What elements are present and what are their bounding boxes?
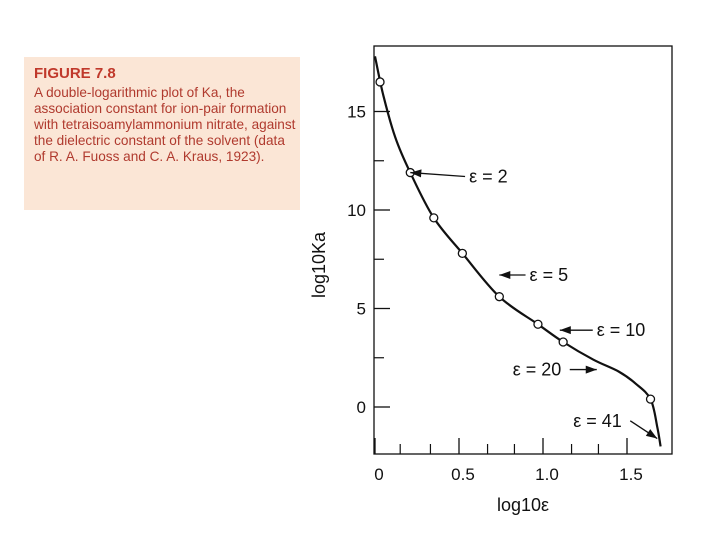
x-tick-label: 0 xyxy=(374,465,383,484)
data-point xyxy=(457,248,468,258)
x-axis-label: log10ε xyxy=(497,495,549,515)
y-axis-label: log10Ka xyxy=(309,231,329,298)
annotation-label: ε = 5 xyxy=(530,265,569,285)
x-tick-label: 0.5 xyxy=(451,465,475,484)
annotation-label: ε = 41 xyxy=(573,411,622,431)
y-tick-label: 15 xyxy=(347,103,366,122)
annotation-label: ε = 20 xyxy=(513,360,562,380)
y-tick-label: 5 xyxy=(357,300,366,319)
figure-caption-box: FIGURE 7.8 A double-logarithmic plot of … xyxy=(24,57,300,210)
data-point xyxy=(558,337,568,347)
data-point xyxy=(494,292,504,302)
annotation-arrowhead xyxy=(410,169,422,178)
annotation-arrowhead xyxy=(585,365,597,374)
data-point xyxy=(645,394,656,404)
annotation-label: ε = 2 xyxy=(469,167,508,187)
data-point xyxy=(533,319,543,329)
figure-caption-title: FIGURE 7.8 xyxy=(34,65,116,82)
y-tick-label: 0 xyxy=(357,398,366,417)
fit-curve xyxy=(373,56,662,447)
y-tick-label: 10 xyxy=(347,201,366,220)
x-tick-label: 1.0 xyxy=(535,465,559,484)
annotation-arrowhead xyxy=(499,271,511,280)
data-point xyxy=(429,213,439,223)
annotation-arrowhead xyxy=(559,326,571,335)
x-tick-label: 1.5 xyxy=(619,465,643,484)
data-point xyxy=(375,77,385,87)
annotation-label: ε = 10 xyxy=(597,320,646,340)
plot-frame xyxy=(373,45,673,455)
figure-caption-text: A double-logarithmic plot of Ka, the ass… xyxy=(34,85,296,164)
annotation-arrowhead xyxy=(645,429,658,439)
